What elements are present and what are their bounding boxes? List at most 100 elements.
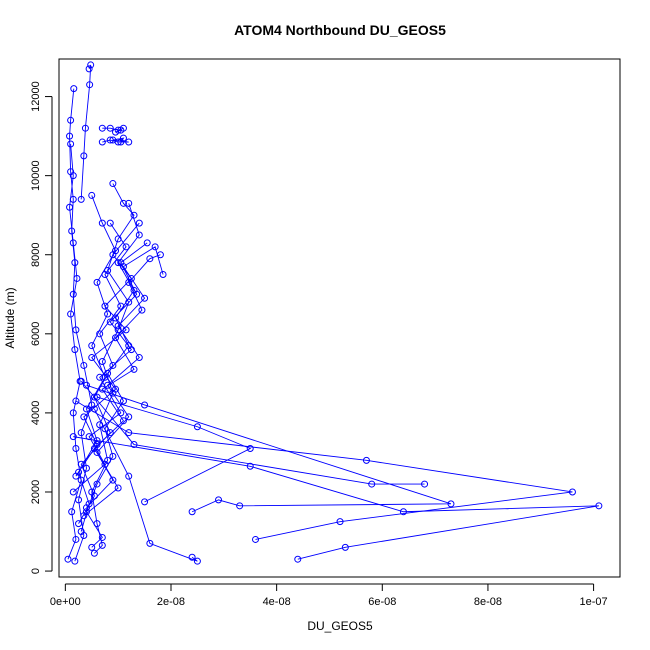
data-point	[112, 385, 120, 393]
data-point	[75, 520, 83, 528]
data-point	[101, 302, 109, 310]
data-point	[101, 271, 109, 278]
data-point	[98, 541, 106, 549]
series-line	[69, 88, 93, 562]
data-point	[90, 393, 98, 401]
x-tick-label: 8e-08	[474, 596, 502, 608]
series-17	[82, 251, 164, 512]
data-point	[146, 539, 154, 547]
data-point	[101, 460, 109, 468]
data-point	[421, 480, 429, 488]
data-point	[125, 199, 133, 207]
data-point	[72, 397, 80, 405]
y-tick-label: 12000	[30, 81, 42, 112]
data-point	[135, 219, 143, 227]
data-point	[85, 433, 93, 441]
data-point	[87, 61, 95, 69]
data-point	[104, 310, 112, 318]
data-point	[80, 413, 88, 421]
data-point	[90, 405, 98, 413]
y-tick-label: 10000	[30, 160, 42, 191]
data-point	[69, 488, 77, 496]
plot-frame	[58, 58, 621, 578]
data-point	[101, 373, 109, 381]
data-point	[67, 140, 75, 148]
data-point	[69, 239, 77, 247]
x-tick-label: 0e+00	[50, 596, 81, 608]
data-point	[151, 243, 159, 251]
data-point	[141, 294, 149, 302]
y-tick-label: 6000	[30, 322, 42, 346]
data-point	[80, 152, 88, 160]
data-point	[114, 484, 122, 492]
data-point	[106, 124, 114, 132]
data-point	[68, 508, 76, 516]
series-line	[80, 64, 92, 200]
series-4	[98, 134, 133, 146]
data-point	[109, 251, 117, 259]
data-point	[96, 373, 104, 381]
data-point	[294, 555, 302, 563]
series-12	[77, 377, 429, 488]
data-point	[246, 462, 254, 470]
y-axis-label: Altitude (m)	[3, 287, 17, 348]
data-point	[119, 199, 127, 207]
data-point	[98, 358, 106, 365]
data-layer	[64, 61, 603, 565]
data-point	[72, 535, 80, 543]
y-tick-label: 8000	[30, 242, 42, 266]
data-point	[82, 464, 90, 472]
data-point	[109, 136, 117, 144]
series-11	[90, 405, 201, 565]
data-point	[122, 243, 130, 251]
data-point	[568, 488, 576, 496]
data-point	[127, 274, 135, 282]
data-point	[106, 219, 114, 227]
data-point	[77, 377, 85, 385]
data-point	[85, 65, 93, 73]
series-line	[73, 436, 599, 560]
data-point	[71, 346, 79, 354]
data-point	[98, 219, 106, 227]
data-point	[188, 553, 196, 561]
series-line	[78, 195, 117, 532]
series-line	[75, 400, 573, 540]
series-line	[80, 380, 425, 485]
data-point	[80, 361, 88, 369]
data-point	[125, 472, 133, 480]
data-point	[133, 290, 141, 298]
data-point	[117, 138, 125, 146]
data-point	[246, 444, 254, 452]
data-point	[98, 385, 106, 393]
chart-title: ATOM4 Northbound DU_GEOS5	[234, 22, 446, 38]
data-point	[86, 81, 94, 89]
data-point	[106, 429, 114, 437]
y-tick-label: 4000	[30, 401, 42, 425]
data-point	[368, 480, 376, 488]
data-point	[72, 444, 80, 452]
series-16	[80, 243, 167, 520]
data-point	[159, 271, 167, 278]
series-line	[67, 143, 82, 560]
data-point	[236, 502, 244, 510]
series-10	[82, 381, 455, 516]
data-point	[93, 480, 101, 488]
series-2	[64, 140, 85, 563]
data-point	[90, 549, 98, 557]
series-19	[72, 219, 143, 480]
series-5	[98, 124, 127, 136]
data-point	[141, 401, 149, 409]
data-point	[67, 116, 75, 124]
data-point	[69, 433, 77, 441]
data-point	[77, 476, 85, 484]
data-point	[93, 441, 101, 449]
data-point	[88, 543, 96, 551]
data-point	[109, 476, 117, 484]
data-point	[96, 330, 104, 338]
data-point	[141, 498, 149, 506]
y-axis: 0 2000 4000 6000 8000 10000 12000	[30, 81, 53, 574]
data-point	[66, 132, 74, 140]
data-point	[109, 361, 117, 369]
data-point	[130, 365, 138, 373]
